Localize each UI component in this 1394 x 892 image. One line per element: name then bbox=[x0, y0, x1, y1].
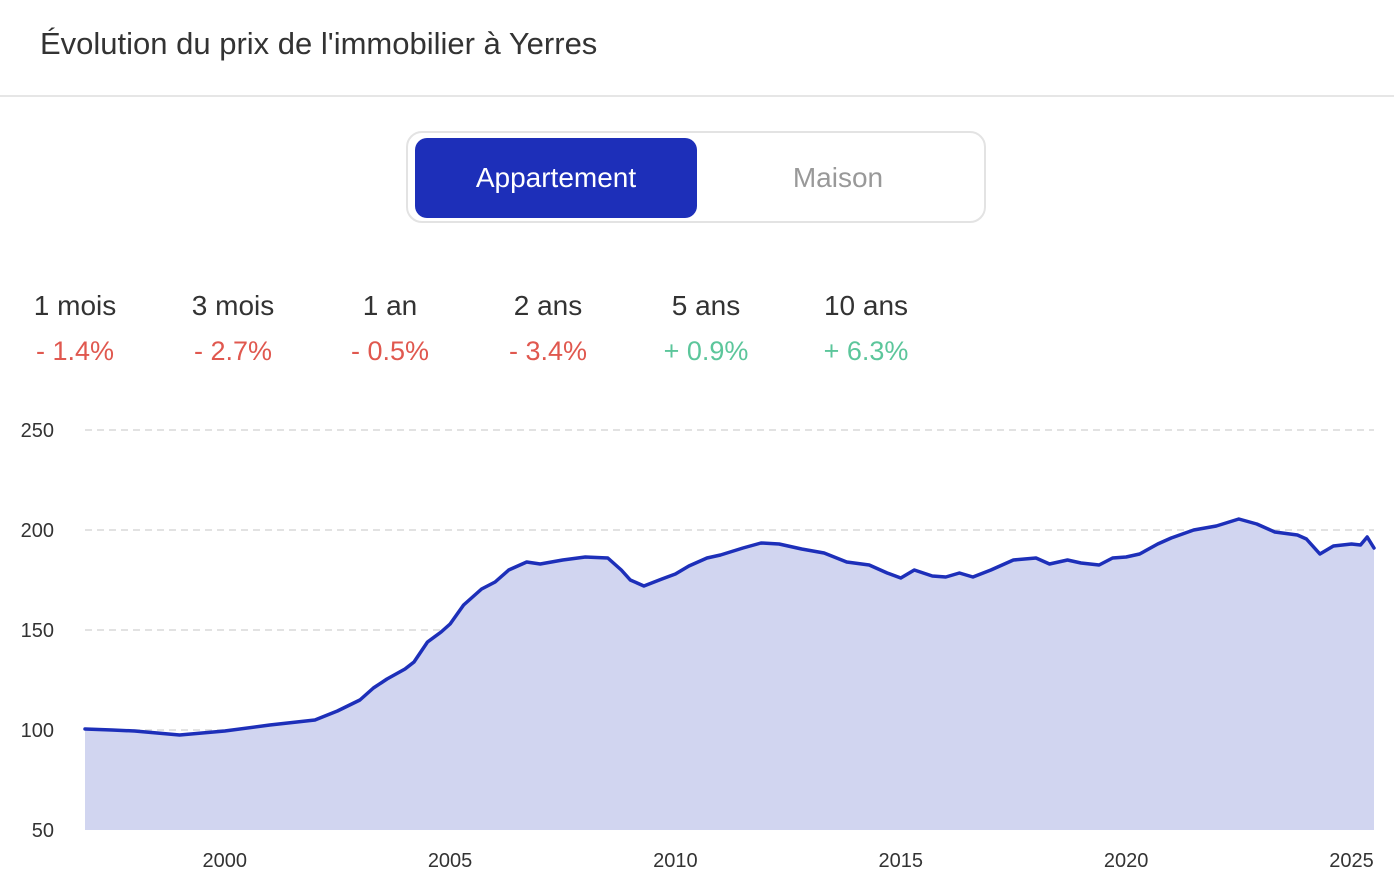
stat-label: 1 an bbox=[362, 290, 418, 321]
x-tick-label: 2015 bbox=[879, 850, 924, 872]
stat-value: + 6.3% bbox=[823, 336, 909, 366]
stat-value: - 1.4% bbox=[35, 336, 115, 366]
stat-label: 5 ans bbox=[671, 290, 741, 321]
stat-label: 10 ans bbox=[823, 290, 909, 321]
stat-label: 3 mois bbox=[191, 290, 275, 321]
x-tick-label: 2020 bbox=[1104, 850, 1149, 872]
stat-1-mois: 1 mois - 1.4% bbox=[0, 290, 153, 367]
y-tick-label: 200 bbox=[21, 520, 54, 542]
price-change-stats: 1 mois - 1.4% 3 mois - 2.7% 1 an - 0.5% … bbox=[0, 290, 1000, 380]
stat-value: + 0.9% bbox=[663, 336, 749, 366]
toggle-maison-button[interactable]: Maison bbox=[792, 162, 884, 193]
x-tick-label: 2000 bbox=[202, 850, 247, 872]
y-tick-label: 150 bbox=[21, 620, 54, 642]
y-tick-label: 50 bbox=[32, 820, 54, 842]
y-tick-label: 250 bbox=[21, 420, 54, 442]
stat-1-an: 1 an - 0.5% bbox=[312, 290, 468, 367]
x-tick-label: 2010 bbox=[653, 850, 698, 872]
stat-value: - 0.5% bbox=[350, 336, 430, 366]
price-area bbox=[85, 519, 1374, 830]
x-tick-label: 2005 bbox=[428, 850, 473, 872]
stat-label: 1 mois bbox=[33, 290, 117, 321]
x-tick-label: 2025 bbox=[1329, 850, 1374, 872]
header: Évolution du prix de l'immobilier à Yerr… bbox=[0, 0, 1394, 97]
stat-5-ans: 5 ans + 0.9% bbox=[628, 290, 784, 367]
stat-value: - 3.4% bbox=[508, 336, 588, 366]
price-line bbox=[83, 517, 1376, 737]
y-axis-labels: 50 100 150 200 250 bbox=[21, 420, 54, 842]
stat-3-mois: 3 mois - 2.7% bbox=[155, 290, 311, 367]
x-axis-labels: 2000 2005 2010 2015 2020 2025 bbox=[202, 850, 1373, 872]
stat-label: 2 ans bbox=[513, 290, 583, 321]
property-type-toggle: Appartement Maison bbox=[406, 131, 986, 223]
stat-10-ans: 10 ans + 6.3% bbox=[788, 290, 944, 367]
stat-2-ans: 2 ans - 3.4% bbox=[470, 290, 626, 367]
stat-value: - 2.7% bbox=[193, 336, 273, 366]
grid-lines bbox=[85, 429, 1374, 731]
page-title: Évolution du prix de l'immobilier à Yerr… bbox=[40, 26, 598, 61]
toggle-appartement-button[interactable]: Appartement bbox=[415, 138, 697, 218]
y-tick-label: 100 bbox=[21, 720, 54, 742]
